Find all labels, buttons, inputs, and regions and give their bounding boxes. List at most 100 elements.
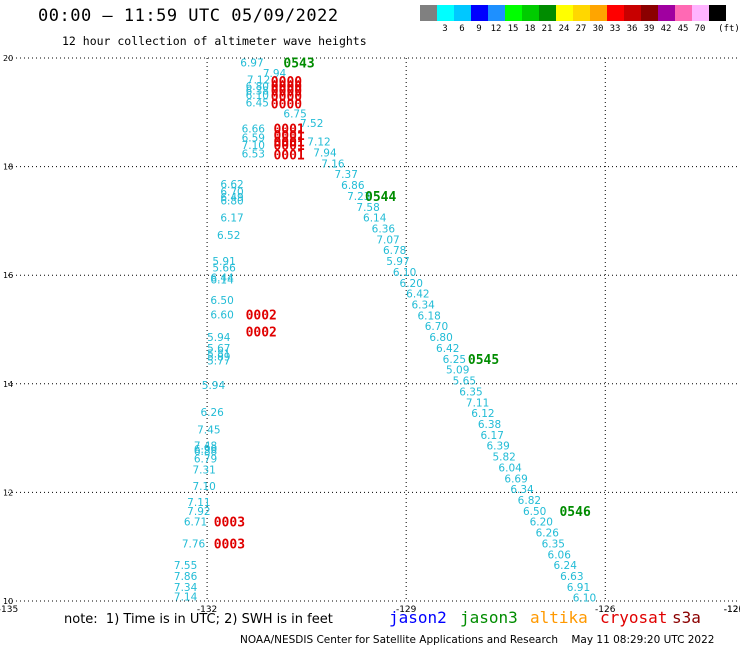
colorbar-swatch (522, 5, 539, 21)
wave-height-value: 7.31 (192, 465, 215, 477)
colorbar-swatch (624, 5, 641, 21)
wave-height-value: 6.10 (246, 90, 269, 102)
wave-height-value: 6.26 (536, 528, 560, 540)
wave-height-value: 6.39 (486, 441, 509, 453)
pass-time-label: 0001 (273, 139, 304, 154)
colorbar-swatch (692, 5, 709, 21)
wave-height-value: 6.45 (246, 98, 269, 110)
colorbar-swatch (505, 5, 522, 21)
colorbar-tick-label: 3 (442, 24, 448, 34)
pass-time-label: 0544 (365, 190, 396, 205)
footnote: note: 1) Time is in UTC; 2) SWH is in fe… (64, 612, 333, 627)
pass-time-label: 0003 (214, 537, 245, 552)
wave-height-value: 6.04 (498, 462, 522, 474)
colorbar-tick-label: 21 (541, 24, 553, 34)
pass-time-label: 0000 (271, 75, 302, 90)
wave-height-value: 6.34 (510, 484, 534, 496)
wave-height-value: 6.80 (246, 81, 269, 93)
colorbar-swatch (658, 5, 675, 21)
wave-height-value: 6.78 (383, 245, 406, 257)
wave-height-value: 5.91 (212, 256, 235, 268)
wave-height-value: 7.76 (182, 538, 206, 550)
wave-height-value: 5.94 (207, 332, 231, 344)
wave-height-value: 5.65 (453, 376, 476, 388)
wave-height-value: 6.38 (478, 419, 501, 431)
wave-height-value: 7.10 (192, 481, 215, 493)
wave-height-value: 6.59 (242, 132, 265, 144)
wave-height-value: 7.94 (313, 147, 337, 159)
wave-height-value: 7.23 (347, 191, 370, 203)
wave-height-value: 7.16 (321, 158, 345, 170)
wave-height-value: 7.11 (466, 397, 489, 409)
colorbar-swatch (437, 5, 454, 21)
wave-height-value: 6.71 (184, 517, 207, 529)
colorbar-tick-label: 30 (592, 24, 604, 34)
map-axis-labels: -135 -132 -129 -126 -123-120 20 18 16 14 12 10 (0, 54, 740, 615)
wave-height-value: 6.66 (242, 124, 266, 136)
wave-height-value: 7.10 (242, 140, 265, 152)
wave-height-value: 6.79 (194, 454, 217, 466)
wave-height-value: 5.09 (446, 365, 469, 377)
wave-height-value: 6.26 (200, 407, 224, 419)
pass-time-label: 0000 (271, 98, 302, 113)
wave-height-value: 6.86 (341, 180, 365, 192)
colorbar-swatch (471, 5, 488, 21)
colorbar-swatch (539, 5, 556, 21)
wave-height-value: 6.10 (573, 593, 596, 605)
wave-height-value: 5.81 (207, 348, 230, 360)
wave-height-value: 7.55 (174, 560, 197, 572)
colorbar-tick-label: 36 (626, 24, 638, 34)
latitude-tick-label: 12 (3, 488, 13, 497)
latitude-tick-label: 18 (3, 163, 13, 172)
wave-height-value: 7.12 (247, 75, 270, 87)
wave-height-value: 5.94 (202, 380, 226, 392)
satellite-legend-jason3: jason3 (460, 608, 518, 627)
pass-time-label: 0001 (273, 129, 304, 144)
map-grid (8, 57, 738, 602)
wave-height-value: 6.88 (194, 446, 217, 458)
wave-height-value: 7.92 (187, 506, 210, 518)
satellite-legend-jason2: jason2 (389, 608, 447, 627)
colorbar-unit-label: (ft) (718, 24, 740, 34)
pass-time-label: 0543 (283, 56, 314, 71)
wave-height-value: 6.34 (411, 300, 435, 312)
colorbar-swatch (454, 5, 471, 21)
wave-height-value: 7.94 (263, 68, 287, 80)
colorbar-tick-label: 9 (476, 24, 482, 34)
wave-height-value: 5.89 (207, 352, 230, 364)
wave-height-value: 6.20 (400, 278, 423, 290)
latitude-tick-label: 20 (3, 54, 13, 63)
pass-time-label: 0002 (246, 308, 277, 323)
pass-time-label: 0001 (273, 149, 304, 164)
wave-height-value: 6.70 (425, 321, 448, 333)
colorbar-swatch (573, 5, 590, 21)
credit-line: NOAA/NESDIS Center for Satellite Applica… (240, 634, 715, 646)
wave-height-value: 6.91 (567, 582, 590, 594)
wave-height-value: 6.75 (283, 108, 306, 120)
colorbar-swatch (488, 5, 505, 21)
wave-height-value: 6.36 (372, 224, 396, 236)
wave-height-value: 7.34 (174, 582, 198, 594)
pass-time-label: 0546 (559, 505, 590, 520)
pass-time-label: 0000 (271, 80, 302, 95)
wave-height-value: 7.58 (356, 202, 379, 214)
colorbar-tick-label: 24 (558, 24, 570, 34)
colorbar-swatch (590, 5, 607, 21)
wave-height-value: 6.42 (406, 289, 429, 301)
colorbar-tick-label: 15 (507, 24, 519, 34)
satellite-legend-altika: altika (530, 608, 588, 627)
chart-title: 00:00 — 11:59 UTC 05/09/2022 (38, 6, 339, 26)
wave-height-value: 6.90 (194, 444, 217, 456)
colorbar-tick-label: 39 (643, 24, 655, 34)
longitude-tick-label: -129 (396, 605, 417, 615)
colorbar-swatch (709, 5, 726, 21)
colorbar-tick-label: 33 (609, 24, 621, 34)
colorbar-tick-label: 6 (459, 24, 465, 34)
wave-height-value: 6.49 (220, 192, 243, 204)
wave-height-value: 6.06 (548, 549, 572, 561)
colorbar-swatch (420, 5, 437, 21)
wave-height-value: 6.17 (481, 430, 504, 442)
longitude-tick-label: -123 (724, 605, 740, 615)
wave-height-value: 6.20 (530, 517, 553, 529)
longitude-tick-label: -135 (0, 605, 18, 615)
